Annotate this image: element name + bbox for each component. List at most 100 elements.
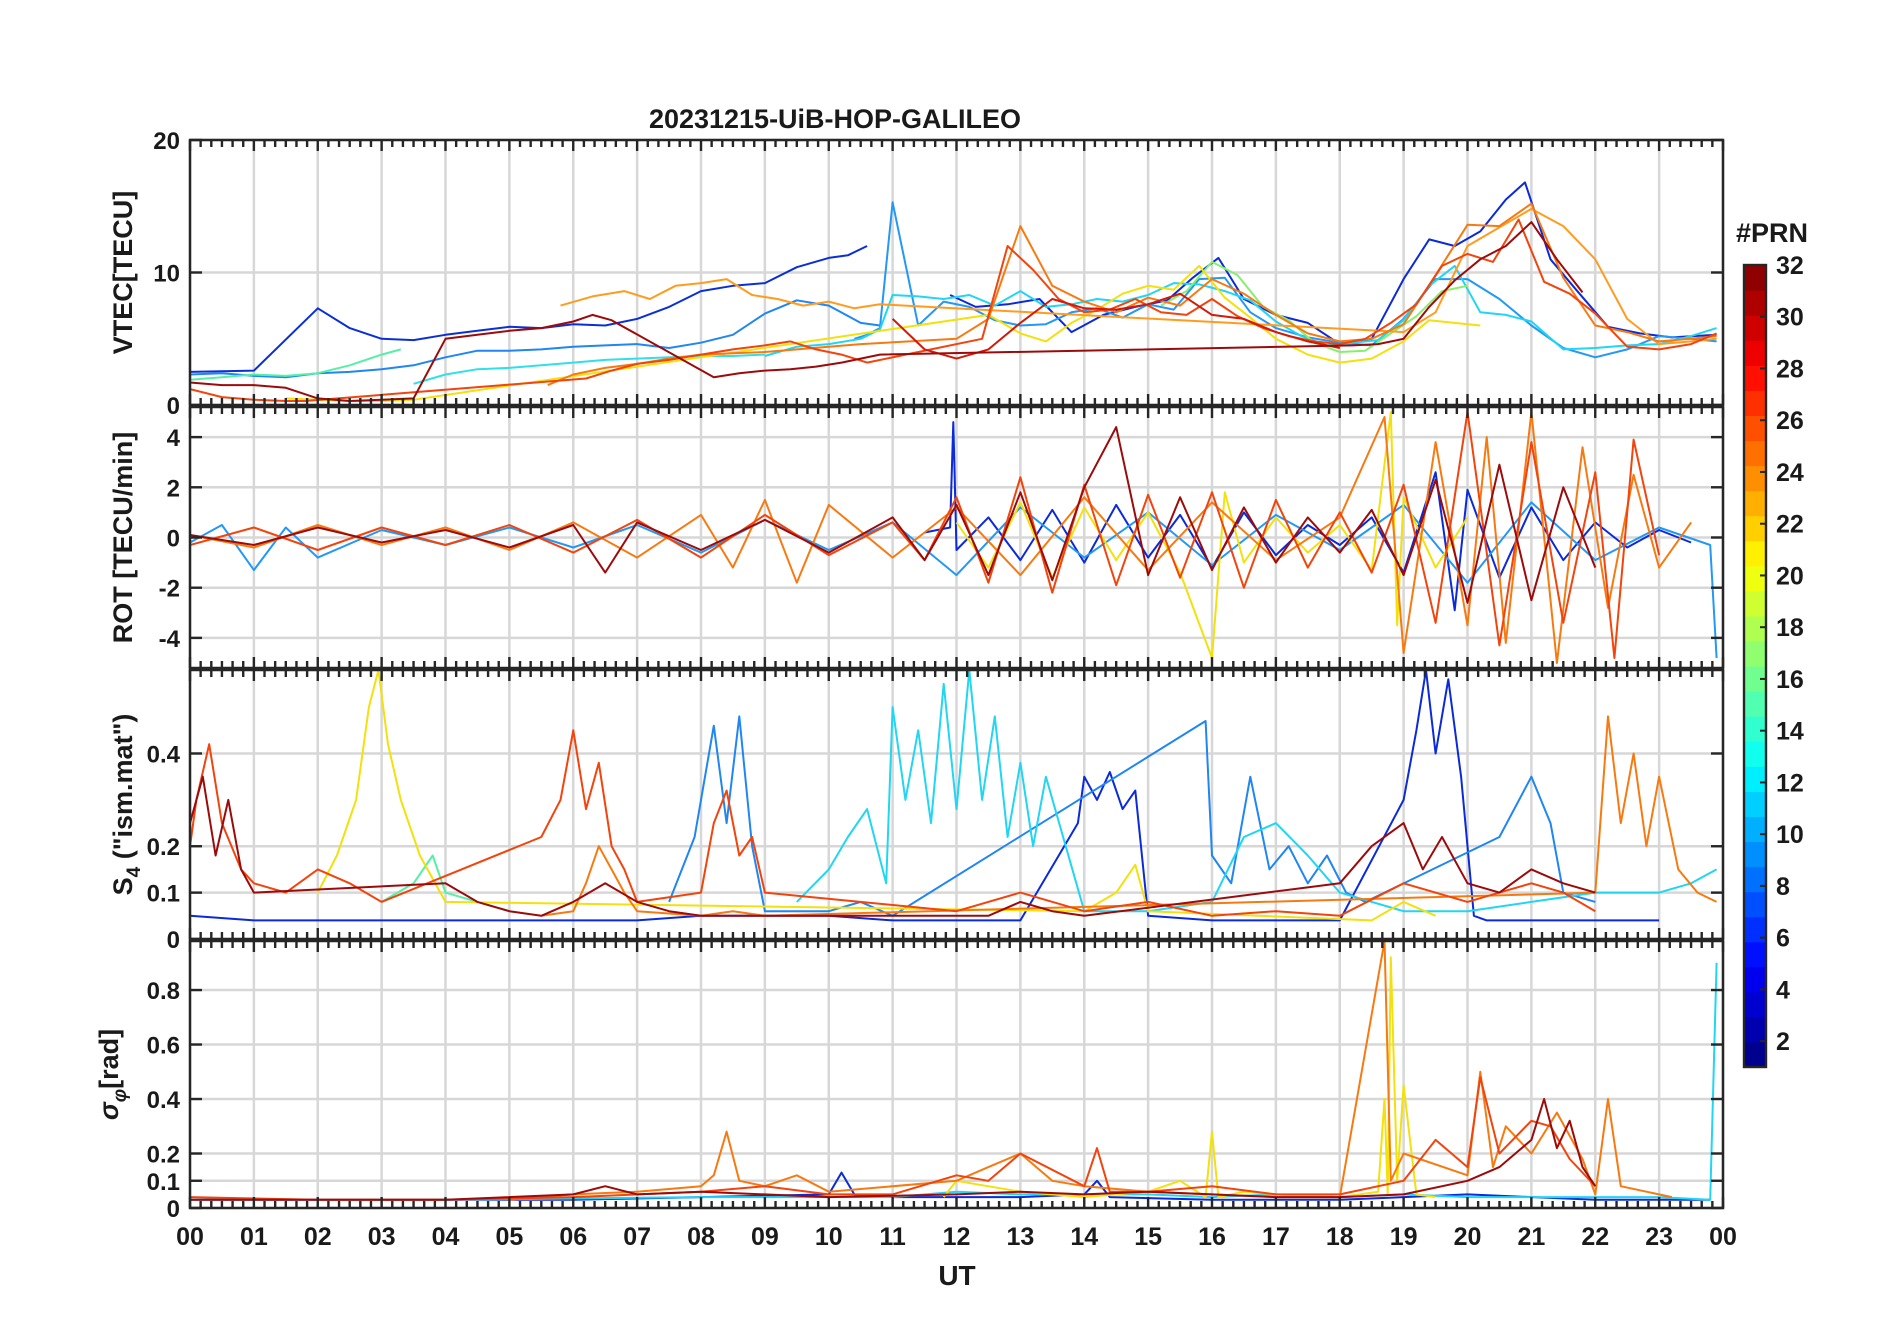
- colorbar-segment: [1744, 741, 1766, 767]
- series-prn-31: [190, 1098, 1597, 1201]
- y-axis-label-subscript: φ: [110, 1089, 131, 1102]
- colorbar-segment: [1744, 440, 1766, 467]
- series-prn-26: [190, 411, 1661, 659]
- colorbar-tick-label: 14: [1776, 718, 1804, 746]
- x-tick-label: 06: [559, 1223, 587, 1251]
- colorbar-segment: [1744, 1016, 1766, 1043]
- panel-series: [190, 670, 1718, 922]
- colorbar-segment: [1744, 490, 1766, 517]
- y-axis-label: VTEC[TECU]: [108, 191, 138, 355]
- x-axis: UT 00 01 02 03 04 05 06 07 08 09 10 11 12 13 14 15 16 17 1…: [176, 1223, 1737, 1291]
- series-prn-26: [190, 729, 1596, 917]
- colorbar-segment: [1744, 390, 1766, 416]
- y-tick-label: 0: [167, 927, 180, 954]
- x-tick-label: 10: [815, 1223, 843, 1251]
- colorbar-segment: [1744, 365, 1766, 391]
- x-tick-label: 23: [1645, 1223, 1673, 1251]
- series-prn-8: [668, 715, 1596, 917]
- colorbar-segment: [1744, 540, 1766, 567]
- colorbar-segment: [1744, 640, 1766, 667]
- colorbar-tick-label: 20: [1776, 562, 1804, 590]
- y-axis-label-rest: [rad]: [94, 1029, 124, 1089]
- y-tick-label: -4: [159, 626, 181, 653]
- colorbar-tick-label: 30: [1776, 304, 1804, 332]
- colorbar-segment: [1744, 265, 1766, 291]
- colorbar-segment: [1744, 615, 1766, 642]
- series-prn-22: [560, 207, 1717, 346]
- y-axis-label-main: S: [108, 877, 138, 895]
- y-tick-label: 0.1: [147, 881, 180, 908]
- y-axis-label: σφ[rad]: [94, 1029, 131, 1120]
- x-tick-label: 12: [943, 1223, 971, 1251]
- colorbar-tick-label: 8: [1776, 873, 1790, 901]
- panel-series: [190, 181, 1717, 402]
- colorbar-segment: [1744, 766, 1766, 792]
- x-tick-label: 22: [1581, 1223, 1609, 1251]
- colorbar-tick-label: 16: [1776, 666, 1804, 694]
- series-prn-12: [764, 264, 1717, 357]
- x-tick-label: 17: [1262, 1223, 1290, 1251]
- y-tick-label: 0.8: [147, 978, 180, 1005]
- series-prn-4: [190, 670, 1660, 922]
- colorbar-tick-label: 10: [1776, 821, 1804, 849]
- y-tick-label: 0: [167, 1196, 180, 1223]
- colorbar-segment: [1744, 941, 1766, 968]
- colorbar-segment: [1744, 891, 1766, 918]
- x-tick-label: 03: [368, 1223, 396, 1251]
- y-tick-label: 0: [167, 526, 180, 553]
- y-tick-label: 0.4: [147, 1087, 181, 1114]
- series-prn-31: [190, 426, 1597, 604]
- colorbar-tick-label: 24: [1776, 459, 1804, 487]
- y-tick-label: 0.4: [147, 741, 181, 768]
- panel-series: [190, 411, 1718, 664]
- colorbar-tick-label: 4: [1776, 976, 1790, 1004]
- x-tick-label: 19: [1390, 1223, 1418, 1251]
- colorbar-segment: [1744, 590, 1766, 617]
- colorbar-frame: [1742, 263, 1768, 1069]
- x-tick-label: 11: [879, 1223, 906, 1251]
- colorbar-segment: [1744, 916, 1766, 943]
- colorbar-segment: [1744, 841, 1766, 868]
- panel-4: 00.10.2 0.4 0.6 0.8 σφ[rad]: [94, 939, 1725, 1223]
- x-tick-label: 07: [623, 1223, 651, 1251]
- y-tick-label: 0.2: [147, 1142, 180, 1169]
- x-tick-label: 16: [1198, 1223, 1226, 1251]
- panel-3: 00.10.20.4S4 ("ism.mat"): [108, 668, 1725, 954]
- colorbar-segment: [1744, 991, 1766, 1018]
- x-tick-label: 02: [304, 1223, 332, 1251]
- x-axis-label: UT: [938, 1260, 975, 1291]
- x-tick-label: 08: [687, 1223, 715, 1251]
- y-axis-label-main: σ: [94, 1101, 124, 1120]
- panel-1: 0 10 20 VTEC[TECU]: [108, 128, 1725, 420]
- colorbar-segment: [1744, 340, 1766, 366]
- y-tick-label: 10: [153, 261, 180, 288]
- series-prn-26: [190, 218, 1717, 402]
- colorbar-segment: [1744, 966, 1766, 993]
- colorbar-segment: [1744, 465, 1766, 492]
- x-tick-label: 14: [1070, 1223, 1098, 1251]
- x-tick-label: 20: [1454, 1223, 1482, 1251]
- colorbar-tick-label: 22: [1776, 511, 1804, 539]
- y-tick-label: 0.1: [147, 1169, 180, 1196]
- y-tick-label: 0: [167, 393, 180, 420]
- colorbar-tick-label: 26: [1776, 407, 1804, 435]
- x-tick-label: 00: [176, 1223, 204, 1251]
- x-tick-label: 15: [1134, 1223, 1162, 1251]
- x-tick-label: 13: [1006, 1223, 1034, 1251]
- series-prn-24: [547, 202, 1717, 387]
- x-tick-label: 01: [240, 1223, 268, 1251]
- y-axis-label-rest: ("ism.mat"): [108, 714, 138, 867]
- colorbar-segment: [1744, 290, 1766, 316]
- colorbar-tick-label: 28: [1776, 355, 1804, 383]
- colorbar-segment: [1744, 866, 1766, 893]
- colorbar-segment: [1744, 791, 1766, 817]
- series-prn-26: [190, 1076, 1597, 1201]
- colorbar-segment: [1744, 666, 1766, 692]
- colorbar-tick-label: 32: [1776, 252, 1804, 280]
- series-prn-9: [190, 501, 1718, 659]
- x-tick-label: 00: [1709, 1223, 1737, 1251]
- colorbar-tick-label: 2: [1776, 1028, 1790, 1056]
- y-axis-label-subscript: 4: [124, 866, 145, 877]
